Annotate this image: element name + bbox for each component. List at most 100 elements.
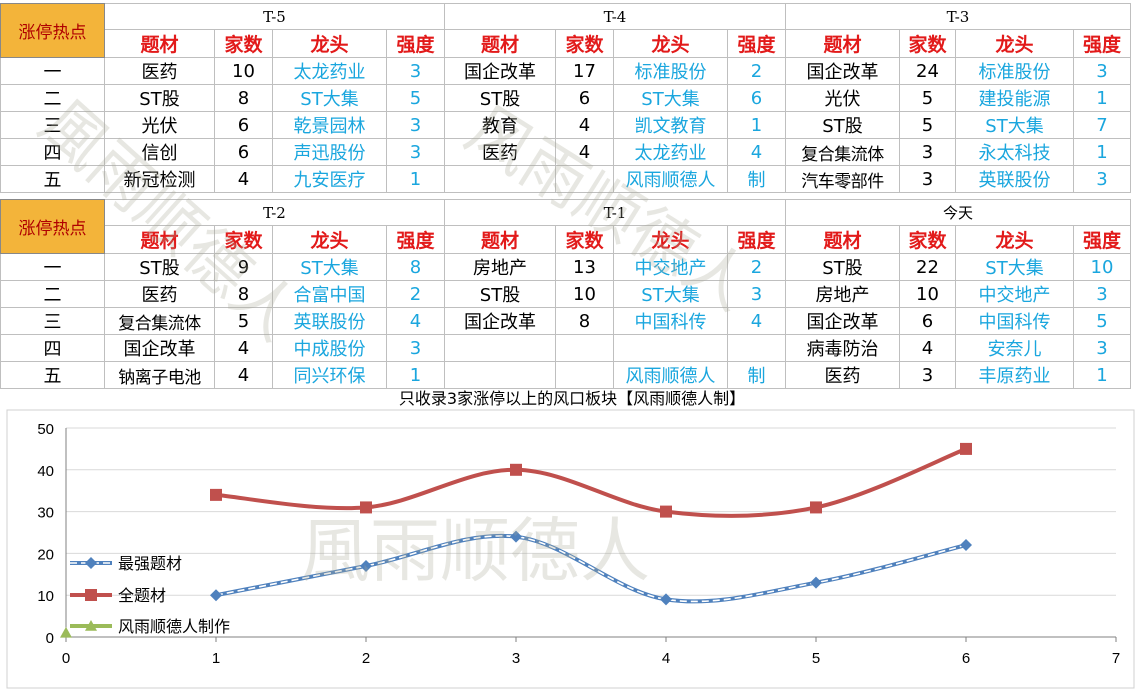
table-row: 五钠离子电池 4 同兴环保 1 风雨顺德人制医药 3 丰原药业 1 <box>0 361 1132 389</box>
strength-cell: 1 <box>386 361 445 389</box>
strength-cell: 1 <box>727 111 786 139</box>
topic-cell: ST股 <box>444 84 556 112</box>
rank-label: 五 <box>0 361 105 389</box>
x-tick-label: 1 <box>212 650 220 667</box>
topic-cell <box>444 165 556 193</box>
legend-label: 全题材 <box>118 586 166 605</box>
topic-cell: 光伏 <box>104 111 215 139</box>
count-cell: 10 <box>214 57 273 85</box>
table-row: 三复合集流体 5 英联股份 4 国企改革 8 中国科传 4 国企改革 6 中国科传 5 <box>0 307 1132 335</box>
leader-cell: ST大集 <box>272 84 387 112</box>
strength-cell: 3 <box>386 138 445 166</box>
count-cell <box>555 361 614 389</box>
topic-cell: 复合集流体 <box>785 138 900 166</box>
leader-cell: 太龙药业 <box>272 57 387 85</box>
period-title: T-5 <box>104 3 445 30</box>
data-point <box>360 501 372 514</box>
column-header: 强度 <box>727 225 786 254</box>
topic-cell: 医药 <box>104 57 215 85</box>
count-cell: 5 <box>214 307 273 335</box>
column-header: 龙头 <box>955 225 1074 254</box>
leader-cell: 英联股份 <box>955 165 1074 193</box>
column-header: 龙头 <box>613 225 728 254</box>
period-title: 今天 <box>784 199 1132 226</box>
topic-cell: ST股 <box>785 111 900 139</box>
series-line <box>215 447 967 518</box>
leader-cell: 标准股份 <box>955 57 1074 85</box>
topic-cell <box>444 334 556 362</box>
topic-cell: 医药 <box>444 138 556 166</box>
x-tick-label: 0 <box>62 650 70 667</box>
count-cell <box>555 165 614 193</box>
rank-label: 三 <box>0 307 105 335</box>
count-cell: 6 <box>214 111 273 139</box>
column-header: 强度 <box>386 29 445 58</box>
column-header: 强度 <box>1073 29 1131 58</box>
topic-cell: 国企改革 <box>444 307 556 335</box>
column-header: 题材 <box>444 29 556 58</box>
y-tick-label: 30 <box>37 505 54 522</box>
leader-cell: 中成股份 <box>272 334 387 362</box>
x-tick-label: 6 <box>962 650 970 667</box>
strength-cell: 4 <box>727 307 786 335</box>
count-cell: 4 <box>214 165 273 193</box>
x-tick-label: 3 <box>512 650 520 667</box>
count-cell: 24 <box>899 57 956 85</box>
block-label: 涨停热点 <box>0 3 105 58</box>
rank-label: 五 <box>0 165 105 193</box>
data-point <box>510 463 522 476</box>
topic-cell: 房地产 <box>785 280 900 308</box>
topic-cell: 复合集流体 <box>104 307 215 335</box>
count-cell: 17 <box>555 57 614 85</box>
leader-cell: ST大集 <box>613 280 728 308</box>
leader-cell: 建投能源 <box>955 84 1074 112</box>
topic-cell: 房地产 <box>444 253 556 281</box>
strength-cell: 3 <box>1072 280 1132 308</box>
count-cell: 8 <box>214 84 273 112</box>
table-row: 一医药 10 太龙药业 3 国企改革 17 标准股份 2 国企改革 24 标准股份 3 <box>0 57 1131 85</box>
topic-cell: 教育 <box>444 111 556 139</box>
data-point <box>960 442 972 455</box>
rank-label: 四 <box>0 334 105 362</box>
column-header: 家数 <box>555 29 614 58</box>
topic-cell: ST股 <box>444 280 556 308</box>
table-row: 四信创 6 声迅股份 3 医药 4 太龙药业 4 复合集流体 3 永太科技 1 <box>0 138 1131 166</box>
topic-cell: ST股 <box>785 253 900 281</box>
column-header: 强度 <box>386 225 445 254</box>
strength-cell: 3 <box>1073 57 1131 85</box>
rank-label: 一 <box>0 253 105 281</box>
column-header: 强度 <box>1072 225 1132 254</box>
period-title: T-4 <box>444 3 786 30</box>
strength-cell: 6 <box>727 84 786 112</box>
leader-cell: 太龙药业 <box>613 138 728 166</box>
y-tick-label: 10 <box>37 588 54 605</box>
leader-cell: 标准股份 <box>613 57 728 85</box>
strength-cell <box>727 334 786 362</box>
topic-cell: 新冠检测 <box>104 165 215 193</box>
count-cell: 4 <box>555 111 614 139</box>
y-tick-label: 20 <box>37 546 54 563</box>
leader-cell: 中交地产 <box>955 280 1074 308</box>
data-point <box>85 589 97 601</box>
column-header: 龙头 <box>272 29 387 58</box>
count-cell: 6 <box>899 307 956 335</box>
table-row: 一 ST股 9 ST大集 8 房地产 13 中交地产 2 ST股 22 ST大集 10 <box>0 253 1132 281</box>
column-header: 龙头 <box>272 225 387 254</box>
count-cell: 6 <box>555 84 614 112</box>
y-tick-label: 40 <box>37 463 54 480</box>
leader-cell: ST大集 <box>272 253 387 281</box>
rank-label: 二 <box>0 84 105 112</box>
data-point <box>660 593 672 606</box>
rank-label: 三 <box>0 111 105 139</box>
rank-label: 一 <box>0 57 105 85</box>
leader-cell: 乾景园林 <box>272 111 387 139</box>
table-row: 三光伏 6 乾景园林 3 教育 4 凯文教育 1 ST股 5 ST大集 7 <box>0 111 1131 139</box>
leader-cell: 合富中国 <box>272 280 387 308</box>
x-tick-label: 2 <box>362 650 370 667</box>
leader-cell: 同兴环保 <box>272 361 387 389</box>
leader-cell: 安奈儿 <box>955 334 1074 362</box>
leader-cell: 永太科技 <box>955 138 1074 166</box>
topic-cell: ST股 <box>104 84 215 112</box>
count-cell: 13 <box>555 253 614 281</box>
y-tick-label: 0 <box>46 630 54 647</box>
